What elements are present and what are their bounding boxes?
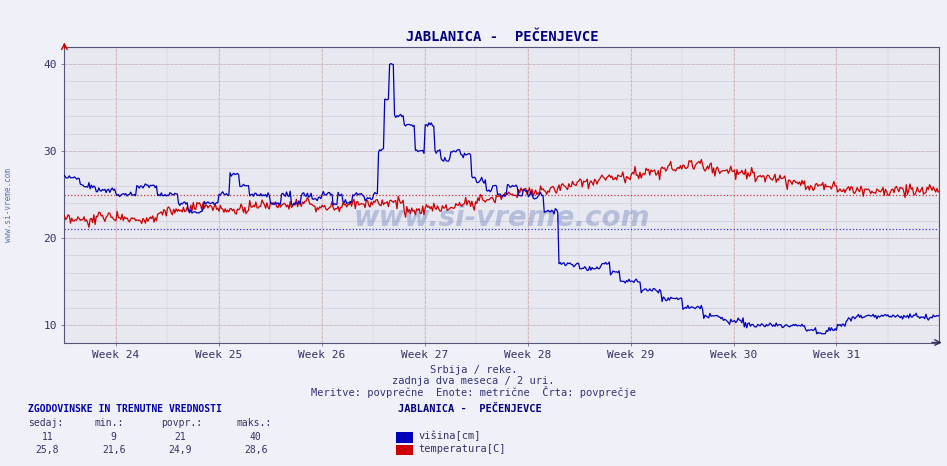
Text: 24,9: 24,9 xyxy=(169,445,191,455)
Text: 28,6: 28,6 xyxy=(244,445,267,455)
Text: 11: 11 xyxy=(42,432,53,442)
Text: zadnja dva meseca / 2 uri.: zadnja dva meseca / 2 uri. xyxy=(392,377,555,386)
Text: 40: 40 xyxy=(250,432,261,442)
Text: 21: 21 xyxy=(174,432,186,442)
Text: povpr.:: povpr.: xyxy=(161,418,202,428)
Text: Meritve: povprečne  Enote: metrične  Črta: povprečje: Meritve: povprečne Enote: metrične Črta:… xyxy=(311,386,636,398)
Text: min.:: min.: xyxy=(95,418,124,428)
Title: JABLANICA -  PEČENJEVCE: JABLANICA - PEČENJEVCE xyxy=(405,30,599,44)
Text: temperatura[C]: temperatura[C] xyxy=(419,444,506,453)
Text: sedaj:: sedaj: xyxy=(28,418,63,428)
Text: ZGODOVINSKE IN TRENUTNE VREDNOSTI: ZGODOVINSKE IN TRENUTNE VREDNOSTI xyxy=(28,404,223,414)
Text: višina[cm]: višina[cm] xyxy=(419,431,481,441)
Text: maks.:: maks.: xyxy=(237,418,272,428)
Text: www.si-vreme.com: www.si-vreme.com xyxy=(353,204,651,232)
Text: JABLANICA -  PEČENJEVCE: JABLANICA - PEČENJEVCE xyxy=(398,404,542,414)
Text: www.si-vreme.com: www.si-vreme.com xyxy=(4,168,13,242)
Text: 9: 9 xyxy=(111,432,116,442)
Text: 25,8: 25,8 xyxy=(36,445,59,455)
Text: Srbija / reke.: Srbija / reke. xyxy=(430,365,517,375)
Text: 21,6: 21,6 xyxy=(102,445,125,455)
